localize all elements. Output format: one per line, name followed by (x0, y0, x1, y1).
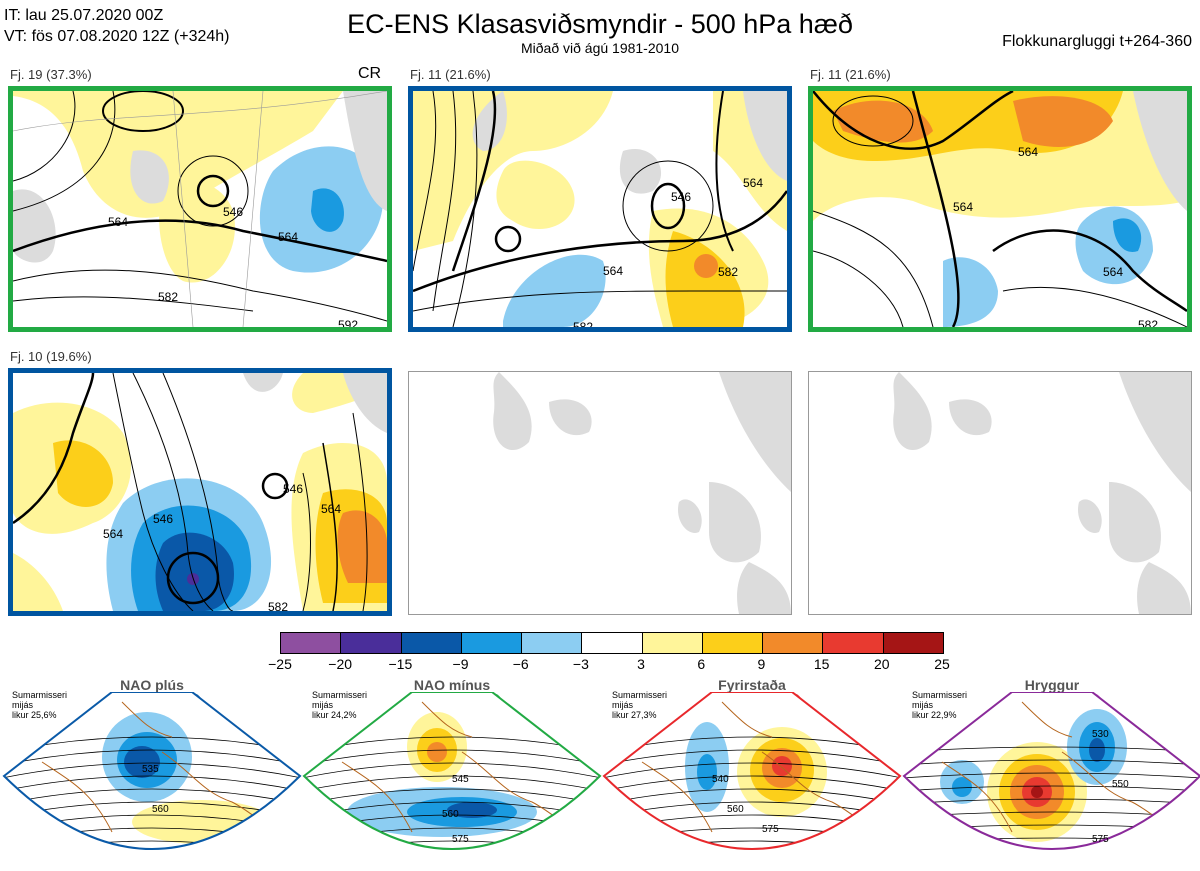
colorbar-tick-label: 15 (813, 656, 830, 672)
contour-label: 582 (573, 320, 593, 327)
classification-window: Flokkunargluggi t+264-360 (1002, 33, 1192, 50)
colorbar (280, 632, 944, 654)
contour-label: 564 (1103, 265, 1123, 279)
colorbar-tick-label: −9 (452, 656, 469, 672)
contour-label: 546 (153, 512, 173, 526)
colorbar-tick-label: 3 (637, 656, 645, 672)
colorbar-segment (461, 633, 523, 653)
colorbar-tick-label: 9 (757, 656, 766, 672)
regime-contour-label: 530 (1092, 729, 1109, 740)
contour-label: 564 (743, 176, 763, 190)
colorbar-tick-label: −20 (328, 656, 353, 672)
regime-contour-label: 560 (727, 804, 744, 815)
cluster-map-4: 546 564 546 564 582 (8, 368, 392, 616)
regime-map: 540 560 575 (602, 692, 902, 850)
regime-title: Hryggur (1024, 677, 1080, 693)
colorbar-segment (883, 633, 943, 653)
colorbar-tick-label: −6 (512, 656, 529, 672)
contour-label: 582 (158, 290, 178, 304)
panel-3-label: Fj. 11 (21.6%) (810, 67, 891, 82)
regime-title: NAO plús (120, 677, 184, 693)
header-info: IT: lau 25.07.2020 00Z VT: fös 07.08.202… (4, 5, 229, 47)
contour-label: 546 (223, 205, 243, 219)
colorbar-segment (823, 633, 884, 653)
regime-title: Fyrirstaða (718, 677, 786, 693)
valid-time: VT: fös 07.08.2020 12Z (+324h) (4, 28, 230, 45)
contour-label: 582 (718, 265, 738, 279)
colorbar-tick-label: 20 (874, 656, 890, 672)
page-subtitle: Miðað við ágú 1981-2010 (520, 40, 679, 56)
regime-note: Sumarmisseri mijás likur 24,2% (312, 690, 368, 720)
regime-map: 535 560 (2, 692, 302, 850)
empty-map-1 (408, 371, 792, 615)
regime-contour-label: 550 (1112, 779, 1129, 790)
contour-label: 564 (1018, 145, 1038, 159)
cluster-map-3: 564 564 564 582 (808, 86, 1192, 332)
panel-1-badge: CR (358, 65, 382, 82)
regime-contour-label: 560 (442, 809, 459, 820)
cluster-map-1: 564 546 564 582 592 (8, 86, 392, 332)
regime-map: 530 550 575 (902, 692, 1200, 850)
regime-contour-label: 575 (452, 834, 469, 845)
contour-label: 582 (268, 600, 288, 611)
contour-label: 582 (1138, 318, 1158, 327)
regime-note: Sumarmisseri mijás likur 25,6% (12, 690, 68, 720)
colorbar-segment (763, 633, 824, 653)
contour-label: 564 (108, 215, 128, 229)
regime-contour-label: 560 (152, 804, 169, 815)
colorbar-tick-label: −25 (268, 656, 292, 672)
contour-label: 564 (603, 264, 623, 278)
contour-label: 546 (671, 190, 691, 204)
regime-note: Sumarmisseri mijás likur 22,9% (912, 690, 968, 720)
colorbar-tick-label: 6 (697, 656, 706, 672)
regime-contour-label: 575 (762, 824, 779, 835)
regime-title: NAO mínus (413, 677, 491, 693)
colorbar-segment (702, 633, 764, 653)
colorbar-segment (341, 633, 402, 653)
regime-contour-label: 575 (1092, 834, 1109, 845)
colorbar-tick-label: −3 (572, 656, 589, 672)
panel-4-label: Fj. 10 (19.6%) (10, 349, 92, 364)
contour-label: 592 (338, 318, 358, 327)
colorbar-segment (582, 633, 643, 653)
regime-note: Sumarmisseri mijás likur 27,3% (612, 690, 668, 720)
contour-label: 564 (953, 200, 973, 214)
regime-contour-label: 540 (712, 774, 729, 785)
page-title: EC-ENS Klasasviðsmyndir - 500 hPa hæð (347, 9, 853, 39)
regime-map: 545 560 575 (302, 692, 602, 850)
contour-label: 546 (283, 482, 303, 496)
panel-1-label: Fj. 19 (37.3%) (10, 67, 92, 82)
panel-2-label: Fj. 11 (21.6%) (410, 67, 491, 82)
regime-contour-label: 535 (142, 764, 159, 775)
colorbar-tick-label: −15 (388, 656, 413, 672)
colorbar-segment (281, 633, 342, 653)
regime-contour-label: 545 (452, 774, 469, 785)
contour-label: 564 (278, 230, 298, 244)
cluster-map-2: 564 546 564 582 582 (408, 86, 792, 332)
contour-label: 564 (321, 502, 341, 516)
colorbar-segment (522, 633, 583, 653)
contour-label: 564 (103, 527, 123, 541)
init-time: IT: lau 25.07.2020 00Z (4, 7, 164, 24)
colorbar-segment (642, 633, 703, 653)
colorbar-segment (401, 633, 462, 653)
colorbar-tick-label: 25 (934, 656, 950, 672)
empty-map-2 (808, 371, 1192, 615)
